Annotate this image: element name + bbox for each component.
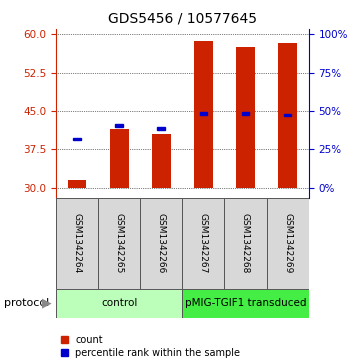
Bar (98, 198, 140, 289)
Bar (152, 134, 171, 188)
Bar (182, 289, 309, 318)
Text: GSM1342269: GSM1342269 (283, 213, 292, 273)
Bar (68, 180, 87, 188)
Text: protocol: protocol (4, 298, 49, 308)
Text: ▶: ▶ (42, 297, 51, 310)
Bar (236, 47, 255, 188)
Bar (200, 112, 207, 115)
Text: GSM1342267: GSM1342267 (199, 213, 208, 273)
Legend: count, percentile rank within the sample: count, percentile rank within the sample (61, 335, 240, 358)
Title: GDS5456 / 10577645: GDS5456 / 10577645 (108, 11, 257, 25)
Text: GSM1342266: GSM1342266 (157, 213, 166, 273)
Bar (110, 129, 129, 188)
Text: GSM1342265: GSM1342265 (115, 213, 123, 273)
Bar (115, 124, 123, 127)
Bar (225, 198, 266, 289)
Bar (182, 198, 225, 289)
Bar (56, 289, 182, 318)
Bar (73, 138, 81, 140)
Bar (266, 198, 309, 289)
Text: control: control (101, 298, 137, 308)
Text: GSM1342268: GSM1342268 (241, 213, 250, 273)
Text: GSM1342264: GSM1342264 (73, 213, 82, 273)
Bar (242, 112, 249, 115)
Text: pMIG-TGIF1 transduced: pMIG-TGIF1 transduced (185, 298, 306, 308)
Bar (284, 114, 291, 117)
Bar (157, 127, 165, 130)
Bar (140, 198, 182, 289)
Bar (278, 43, 297, 188)
Bar (56, 198, 98, 289)
Bar (194, 41, 213, 188)
